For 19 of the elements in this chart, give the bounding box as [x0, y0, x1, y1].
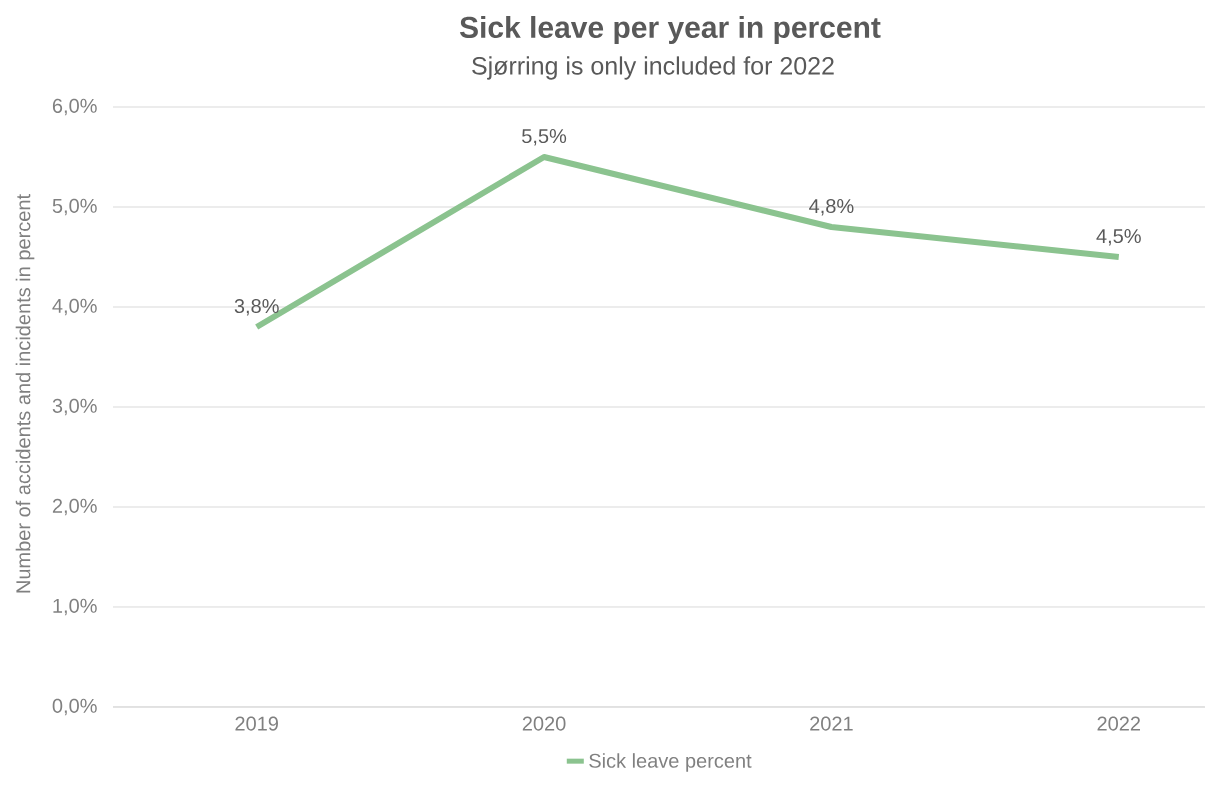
- y-tick-label: 3,0%: [52, 398, 97, 416]
- y-axis-title: Number of accidents and incidents in percent: [15, 194, 35, 593]
- y-tick-label: 6,0%: [52, 98, 97, 116]
- y-tick-label: 1,0%: [53, 598, 97, 616]
- x-tick-label: 2020: [522, 716, 566, 731]
- legend-label: Sick leave percent: [589, 753, 752, 772]
- y-tick-label: 4,0%: [52, 298, 97, 316]
- x-tick-label: 2021: [810, 716, 853, 731]
- data-label: 5,5%: [522, 129, 567, 146]
- y-tick-label: 0,0%: [52, 698, 97, 716]
- y-tick-label: 2,0%: [52, 498, 97, 516]
- x-tick-label: 2022: [1097, 716, 1141, 731]
- chart-subtitle: Sjørring is only included for 2022: [472, 56, 834, 80]
- chart-title: Sick leave per year in percent: [459, 16, 881, 44]
- data-label: 3,8%: [234, 298, 279, 316]
- y-tick-label: 5,0%: [52, 198, 97, 216]
- x-tick-label: 2019: [235, 716, 278, 731]
- data-label: 4,5%: [1096, 229, 1141, 246]
- data-label: 4,8%: [809, 198, 854, 216]
